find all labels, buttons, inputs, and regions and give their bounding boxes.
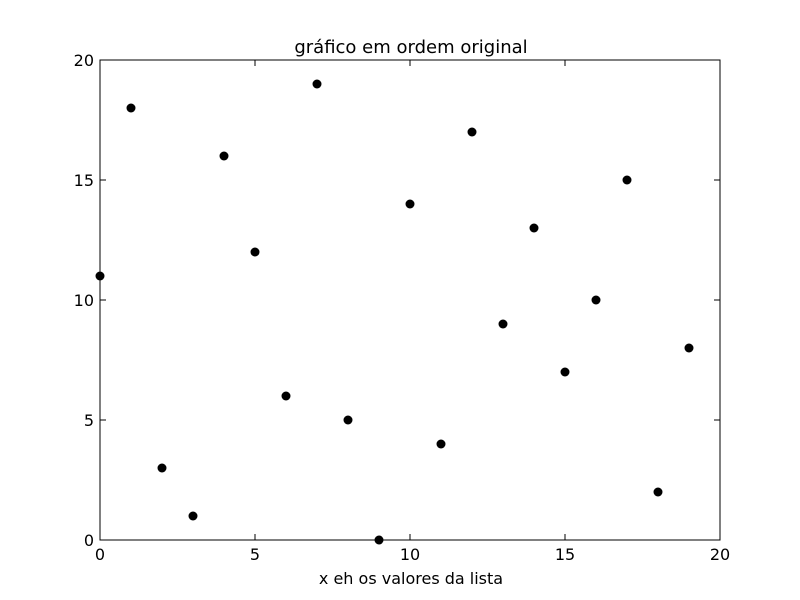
data-point [281, 391, 291, 401]
x-tick-label: 5 [250, 545, 260, 564]
data-point [591, 295, 601, 305]
data-point [343, 415, 353, 425]
data-point [436, 439, 446, 449]
chart-title: gráfico em ordem original [294, 37, 527, 58]
y-tick-label: 20 [74, 51, 94, 70]
data-point [95, 271, 105, 281]
y-tick-label: 5 [84, 411, 94, 430]
data-point [250, 247, 260, 257]
data-point [374, 535, 384, 545]
data-point [188, 511, 198, 521]
y-tick-label: 10 [74, 291, 94, 310]
x-tick-label: 10 [400, 545, 420, 564]
data-point [157, 463, 167, 473]
data-point [560, 367, 570, 377]
x-tick-label: 0 [95, 545, 105, 564]
data-point [653, 487, 663, 497]
data-point [312, 79, 322, 89]
data-point [126, 103, 136, 113]
data-point [498, 319, 508, 329]
x-tick-label: 15 [555, 545, 575, 564]
data-point [219, 151, 229, 161]
y-tick-label: 0 [84, 531, 94, 550]
x-axis-label: x eh os valores da lista [319, 569, 503, 588]
x-axis: 0 5 10 15 20 [95, 60, 730, 564]
y-axis: 0 5 10 15 20 [74, 51, 720, 550]
y-tick-label: 15 [74, 171, 94, 190]
data-point [684, 343, 694, 353]
data-point [405, 199, 415, 209]
data-point [467, 127, 477, 137]
data-point [529, 223, 539, 233]
data-points [95, 79, 694, 545]
plot-frame [99, 59, 721, 541]
x-tick-label: 20 [710, 545, 730, 564]
data-point [622, 175, 632, 185]
